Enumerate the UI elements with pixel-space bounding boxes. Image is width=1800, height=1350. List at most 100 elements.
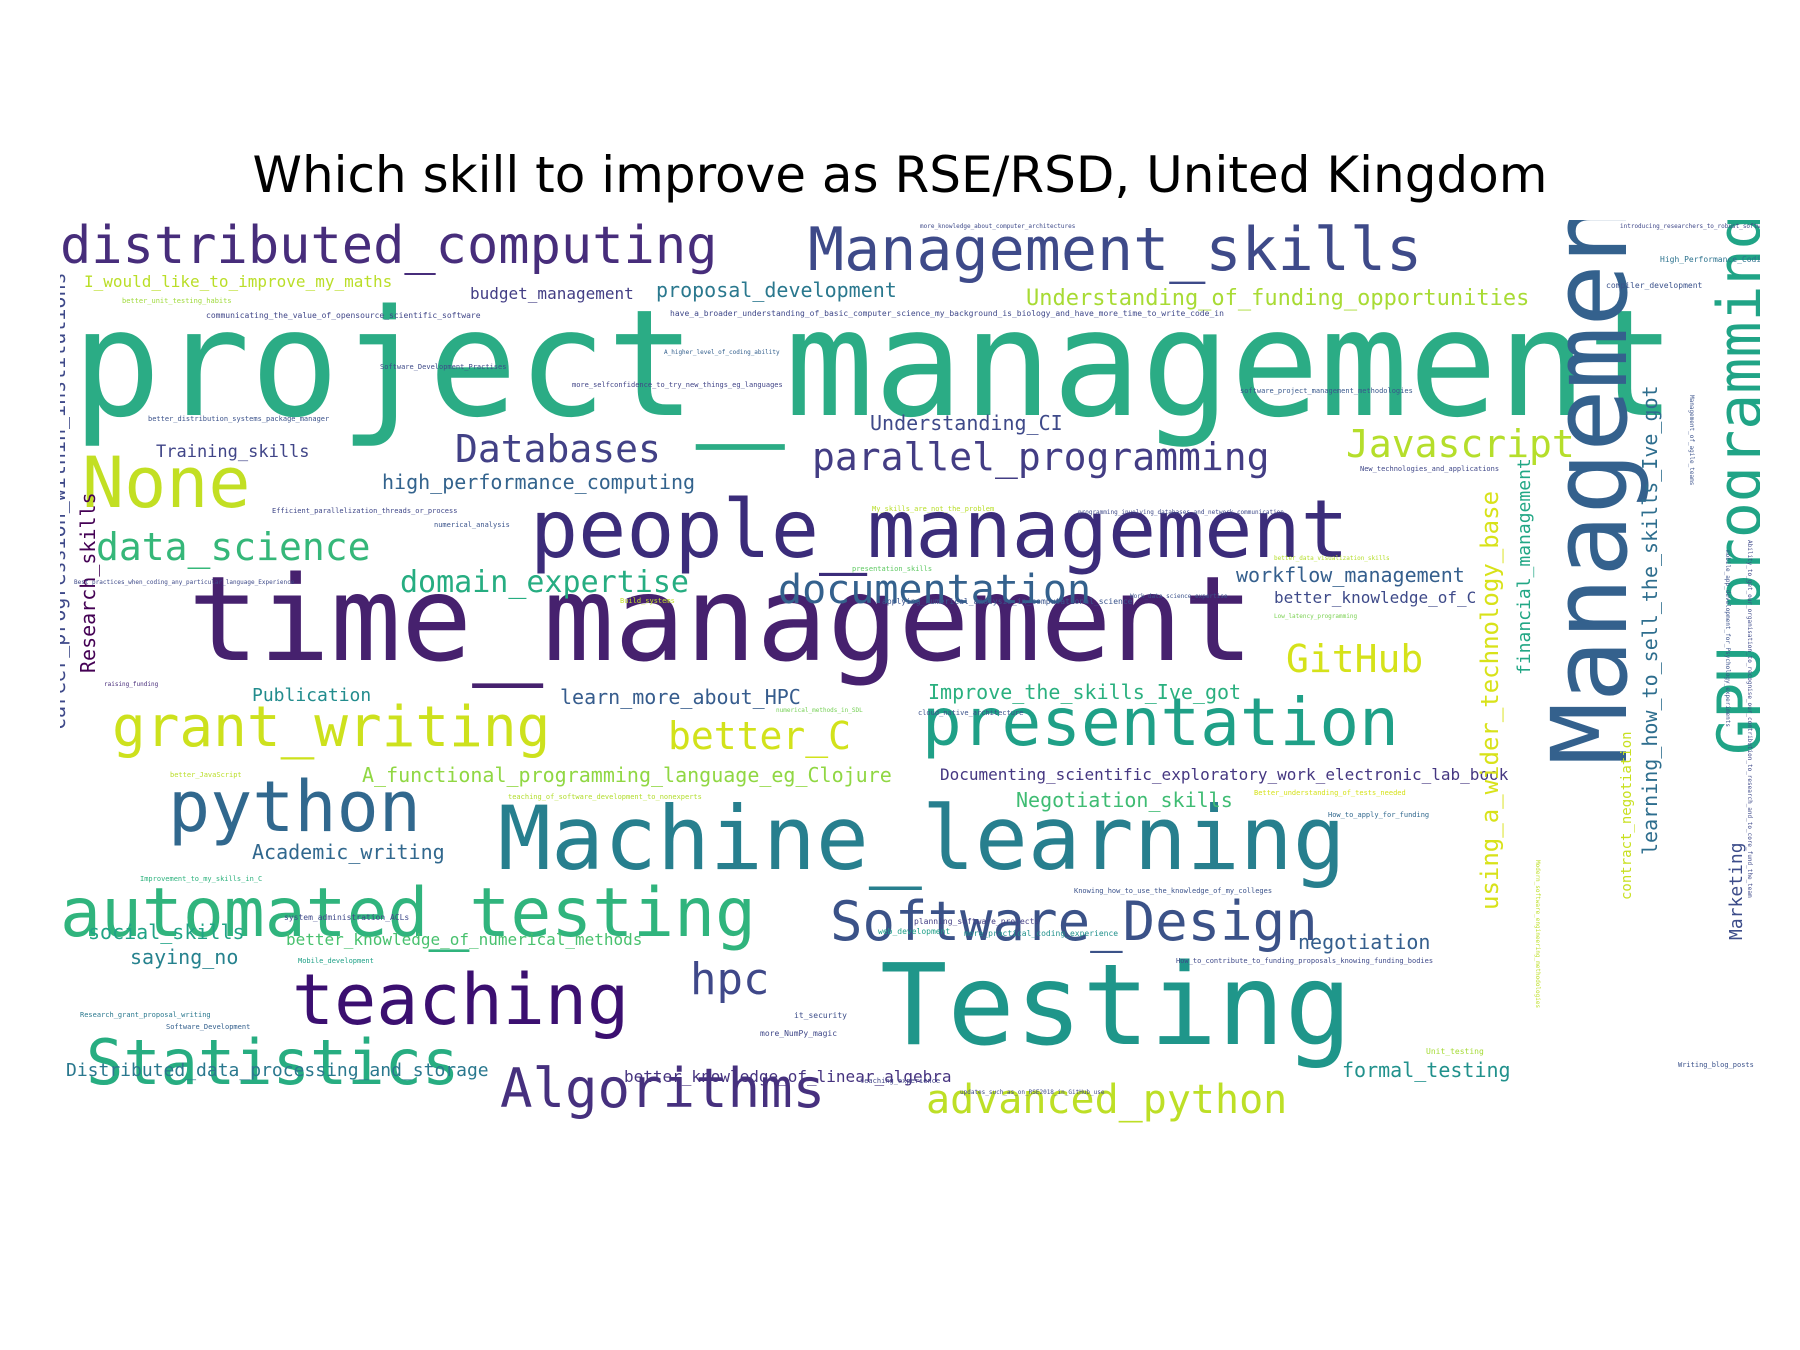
cloud-word: Ability_to_get_our_organisation_to_recog… — [1746, 540, 1753, 898]
cloud-word: Modern_software_engineering_methodologie… — [1534, 860, 1541, 1009]
cloud-word: social_skills — [88, 920, 245, 944]
cloud-word: distributed_computing — [60, 220, 718, 276]
cloud-word: Testing — [880, 941, 1353, 1071]
cloud-word: people_management — [530, 483, 1349, 576]
cloud-word: Understanding_of_funding_opportunities — [1026, 286, 1530, 311]
cloud-word: My_skills_are_not_the_problem — [872, 505, 995, 513]
cloud-word: software_project_management_methodologie… — [1240, 387, 1413, 395]
cloud-word: GitHub — [1286, 637, 1424, 681]
cloud-word: Mobile_development — [298, 957, 374, 965]
cloud-word: using_a_wider_technology_base — [1476, 490, 1504, 910]
cloud-word: Understanding_CI — [870, 411, 1063, 435]
cloud-word: High_Performance_Coding — [1660, 255, 1760, 264]
cloud-word: better_data_visualization_skills — [1274, 555, 1390, 562]
cloud-word: Academic_writing — [252, 840, 445, 864]
cloud-word: automated_testing — [60, 874, 756, 953]
cloud-word: python — [168, 766, 421, 848]
cloud-word: better_JavaScript — [170, 771, 242, 779]
cloud-word: Training_skills — [156, 442, 310, 462]
cloud-word: learning_how_to_sell_the_skills_Ive_got — [1638, 385, 1662, 855]
cloud-word: Distributed_data_processing_and_storage — [66, 1060, 489, 1081]
chart-title: Which skill to improve as RSE/RSD, Unite… — [252, 146, 1548, 204]
cloud-word: Management — [1529, 220, 1651, 765]
cloud-word: Best_practices_when_coding_any_particula… — [74, 579, 295, 586]
cloud-word: grant_writing — [112, 695, 551, 760]
cloud-word: high_performance_computing — [382, 470, 696, 494]
cloud-word: data_science — [96, 525, 371, 569]
cloud-word: system_administration_ACLs — [284, 913, 410, 922]
cloud-word: communicating_the_value_of_opensource_sc… — [206, 311, 481, 320]
cloud-word: introducing_researchers_to_robust_softwa… — [1620, 223, 1760, 230]
cloud-word: hpc — [690, 954, 770, 1005]
cloud-word: parallel_programming — [812, 435, 1270, 479]
cloud-word: cloud_native_architecture — [918, 709, 1024, 717]
cloud-word: better_distribution_systems_package_mana… — [148, 415, 330, 423]
cloud-word: Software_Development_Practises — [380, 363, 507, 371]
cloud-word: have_a_broader_understanding_of_basic_co… — [670, 309, 1224, 318]
cloud-word: Marketing — [1726, 842, 1747, 940]
cloud-word: I_would_like_to_improve_my_maths — [84, 272, 393, 291]
cloud-word: time_management — [188, 550, 1254, 688]
cloud-word: more_practical_coding_experience — [964, 929, 1119, 938]
cloud-word: mobile_app_development_for_Psychology_ex… — [1724, 550, 1731, 728]
cloud-word: better_knowledge_of_C — [1274, 588, 1477, 607]
cloud-word: A_higher_level_of_coding_ability — [664, 349, 780, 356]
cloud-word: better_C — [668, 714, 852, 758]
cloud-word: Research_grant_proposal_writing — [80, 1011, 211, 1019]
cloud-word: advanced_python — [926, 1077, 1288, 1123]
cloud-word: teaching_of_software_development_to_none… — [508, 793, 702, 801]
cloud-word: Software_Development — [166, 1023, 251, 1031]
cloud-word: applying_numerical_analysis_in_computati… — [882, 597, 1133, 606]
cloud-word: Low_latency_programming — [1274, 613, 1358, 620]
cloud-word: Improvement_to_my_skills_in_C — [140, 875, 263, 883]
cloud-word: Writing_blog_posts — [1678, 1061, 1754, 1069]
cloud-word: How_to_contribute_to_funding_proposals_k… — [1176, 957, 1434, 965]
cloud-word: it_security — [794, 1011, 847, 1020]
cloud-word: updates_such_as_on_RSE2018_in_GitHub_use — [960, 1089, 1105, 1096]
cloud-word: Knowing_how_to_use_the_knowledge_of_my_c… — [1074, 887, 1273, 895]
cloud-word: Software_Design — [830, 890, 1318, 953]
cloud-word: proposal_development — [656, 278, 897, 302]
cloud-word: Unit_testing — [1426, 1047, 1484, 1056]
cloud-word: workflow_management — [1236, 563, 1465, 587]
cloud-word: presentation — [922, 684, 1399, 761]
cloud-word: numerical_analysis — [434, 521, 510, 529]
cloud-word: better_knowledge_of_numerical_methods — [286, 930, 643, 949]
cloud-word: teaching — [292, 959, 630, 1041]
cloud-word: budget_management — [470, 284, 634, 303]
cloud-word: project_management — [72, 278, 1676, 450]
cloud-word: Build_systems — [620, 597, 675, 605]
cloud-word: numerical_methods_in_SDL — [776, 707, 863, 714]
cloud-word: Machine_learning — [498, 787, 1346, 890]
cloud-word: Databases — [455, 427, 661, 471]
word-cloud: project_management time_management Testing… — [60, 220, 1760, 1140]
cloud-word: more_NumPy_magic — [760, 1029, 838, 1038]
cloud-word: Improve_the_skills_Ive_got — [928, 680, 1242, 704]
cloud-word: Work_data_science_expertise — [1130, 593, 1228, 600]
cloud-word: more_selfconfidence_to_try_new_things_eg… — [572, 381, 783, 389]
cloud-word: learn_more_about_HPC — [560, 685, 801, 709]
cloud-word: saying_no — [130, 945, 239, 969]
cloud-word: Better_understanding_of_tests_needed — [1254, 789, 1406, 797]
cloud-word: domain_expertise — [400, 565, 689, 600]
cloud-word: career_progression_within_institutions — [60, 272, 70, 730]
cloud-word: Javascript — [1346, 422, 1575, 466]
cloud-word: raising_funding — [104, 681, 159, 688]
cloud-word: Statistics — [86, 1026, 460, 1099]
cloud-word: negotiation — [1298, 930, 1431, 954]
cloud-word: Management_skills — [808, 220, 1423, 285]
cloud-word: Efficient_parallelization_threads_or_pro… — [272, 507, 458, 515]
cloud-word: Documenting_scientific_exploratory_work_… — [940, 765, 1509, 784]
cloud-word: contract_negotiation — [1619, 731, 1635, 900]
cloud-word: financial_management — [1514, 458, 1535, 675]
cloud-word: more_knowledge_about_computer_architectu… — [920, 223, 1076, 230]
cloud-word: New_technologies_and_applications — [1360, 465, 1500, 473]
cloud-word: formal_testing — [1342, 1058, 1511, 1082]
cloud-word: Algorithms — [500, 1057, 826, 1120]
cloud-word: Management_of_agile_teams — [1688, 395, 1695, 486]
cloud-word: None — [82, 442, 251, 524]
cloud-word: programming_involving_databases_and_netw… — [1078, 509, 1284, 516]
cloud-word: documentation — [778, 567, 1092, 613]
cloud-word: better_knowledge_of_linear_algebra — [624, 1067, 952, 1086]
cloud-word: better_unit_testing_habits — [122, 297, 232, 305]
